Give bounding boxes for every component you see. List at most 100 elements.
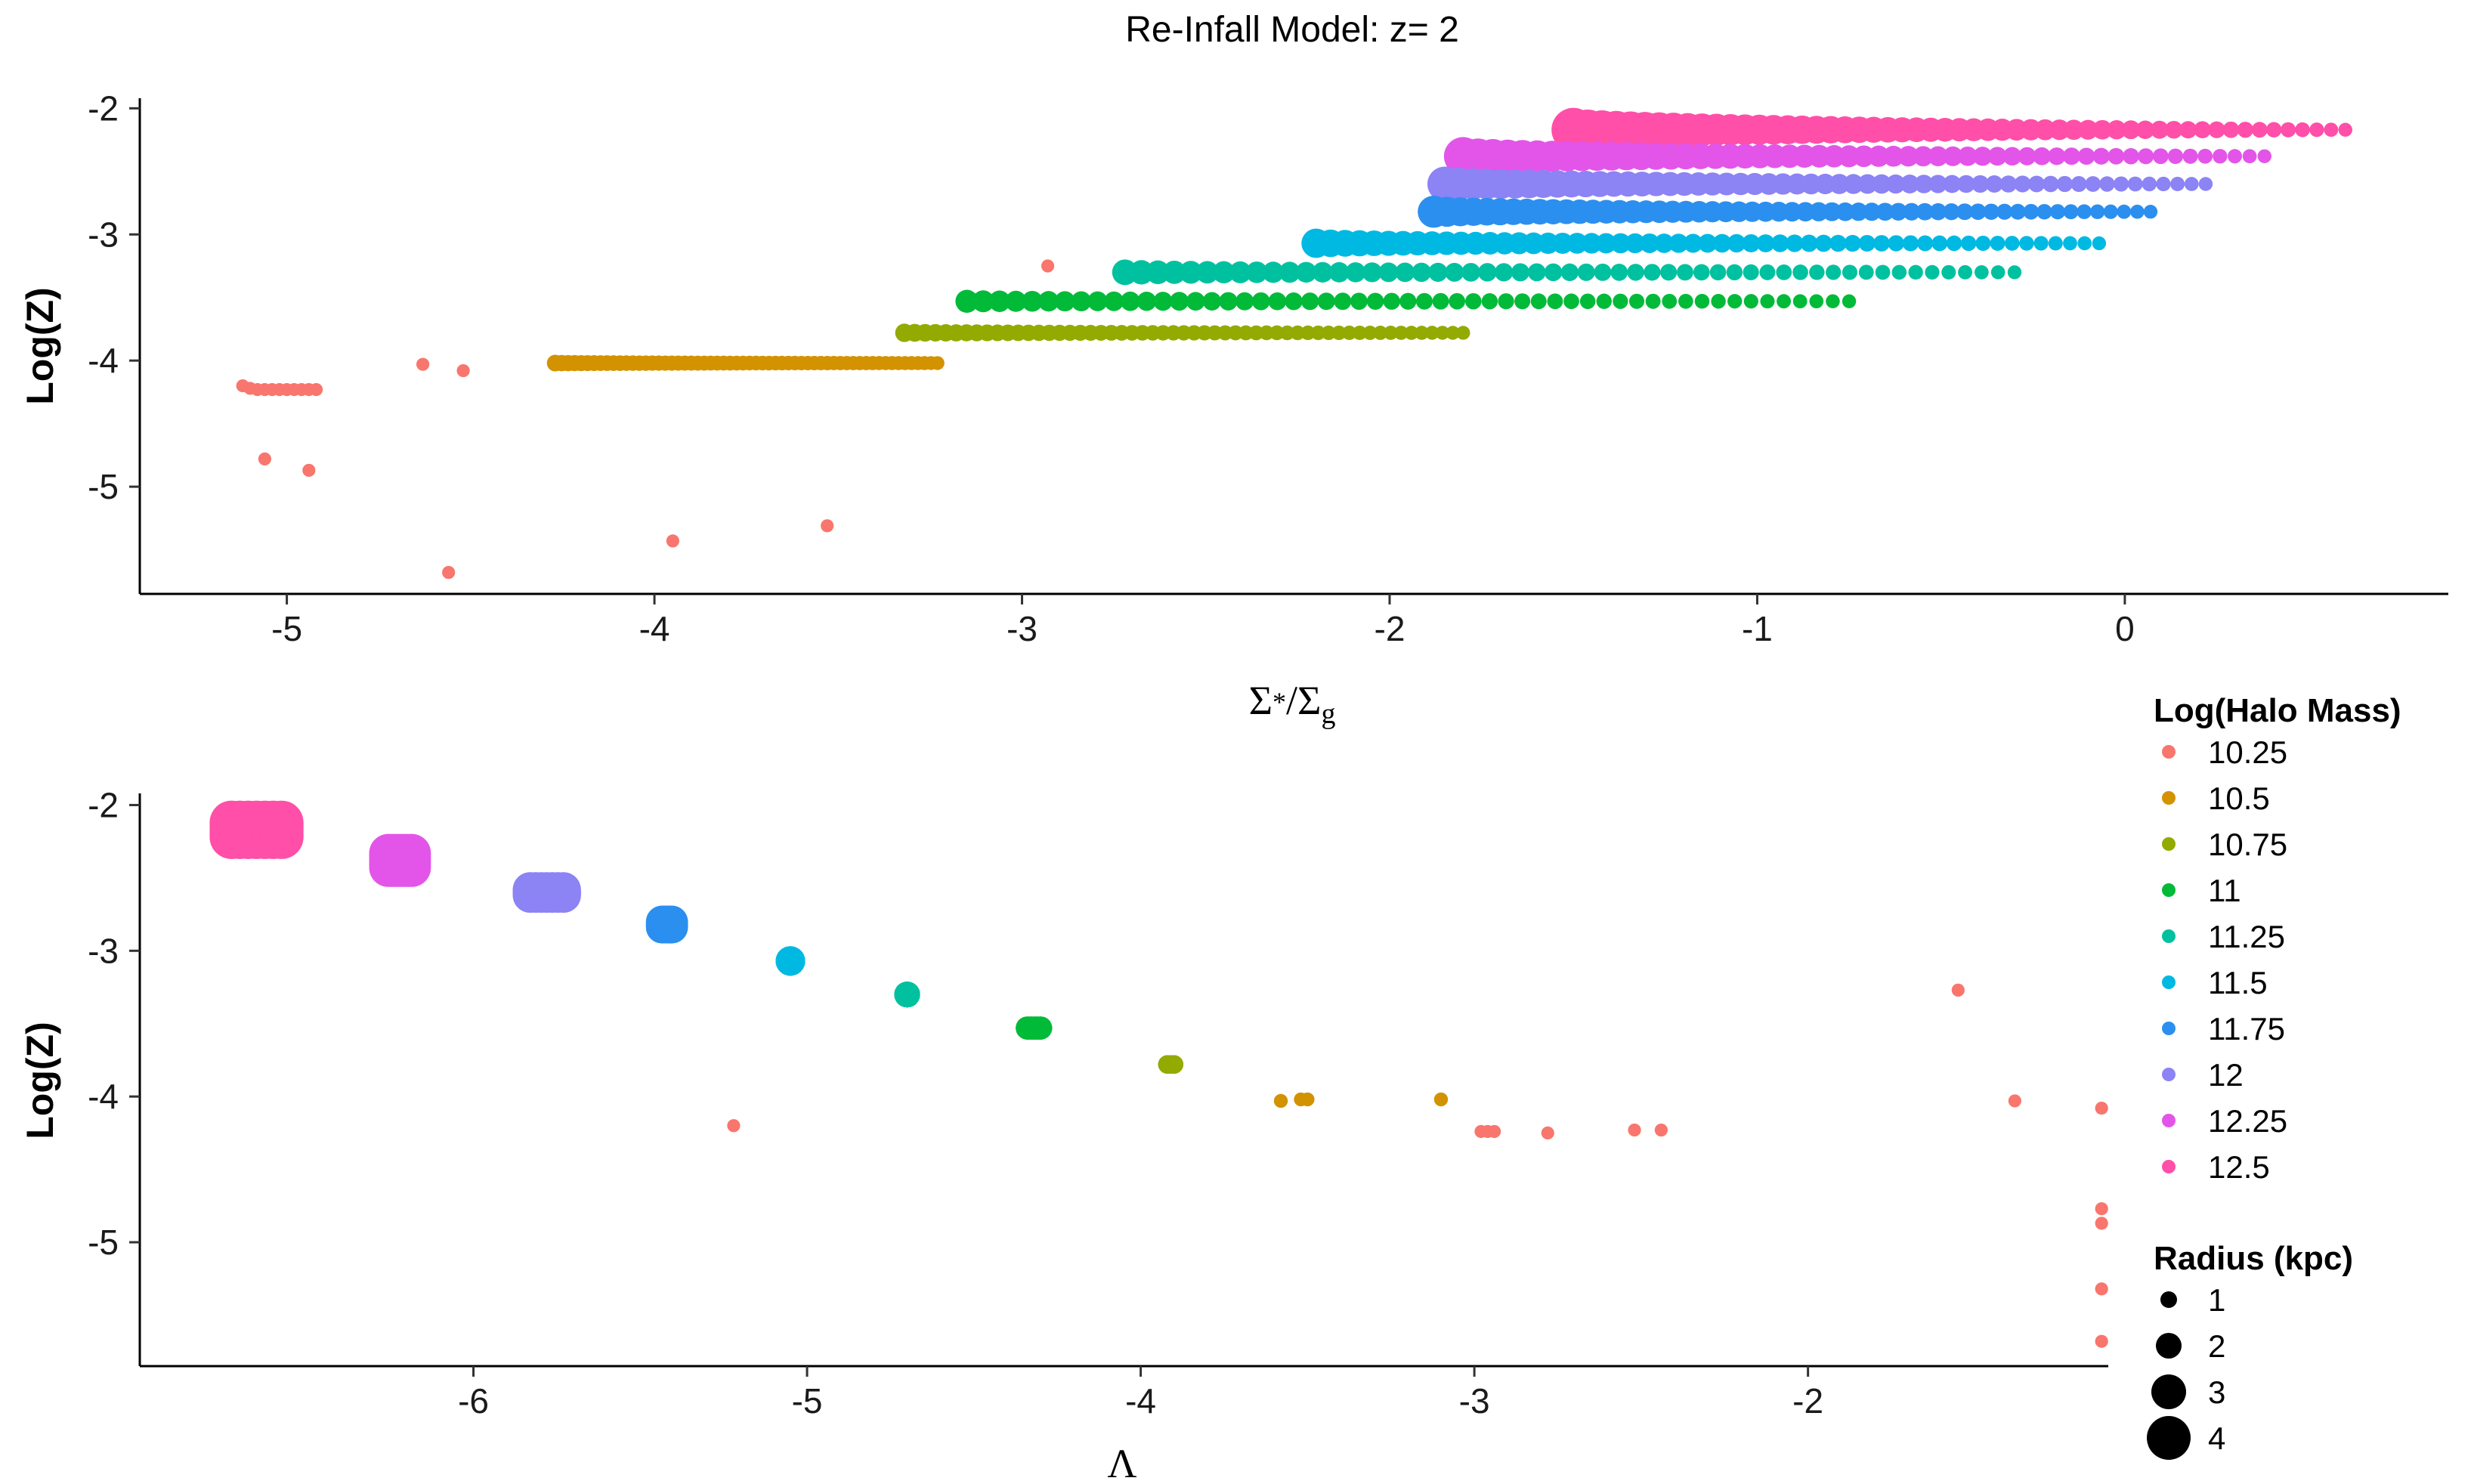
point <box>1328 261 1350 283</box>
point <box>1511 263 1529 282</box>
point <box>1876 203 1894 221</box>
point <box>2042 175 2059 193</box>
point <box>1972 147 1993 166</box>
point <box>2077 204 2092 220</box>
point <box>1914 175 1934 193</box>
point <box>1913 146 1934 167</box>
top-y-axis-title: Log(Z) <box>19 287 61 404</box>
point <box>1610 263 1628 281</box>
point <box>1285 292 1303 311</box>
point <box>1301 228 1331 258</box>
point <box>1844 234 1861 252</box>
scatter-10.5 <box>1273 1092 1449 1108</box>
legend-color-swatch <box>2162 1114 2176 1127</box>
point <box>1809 264 1825 280</box>
point <box>1514 293 1531 310</box>
point <box>1891 264 1907 280</box>
point <box>1551 107 1596 152</box>
point <box>1268 292 1287 311</box>
point <box>392 833 431 873</box>
point <box>2117 204 2132 219</box>
point <box>1902 235 1919 252</box>
point <box>1990 265 2005 280</box>
point <box>1863 203 1882 221</box>
legend-color-swatch <box>2162 1160 2176 1173</box>
point <box>1395 262 1415 283</box>
point <box>1290 325 1305 341</box>
legend-size-swatch <box>2156 1333 2182 1359</box>
point <box>1594 263 1612 281</box>
top-panel-points <box>236 107 2352 580</box>
top-x-tick-label: 0 <box>2115 609 2135 648</box>
point <box>1645 293 1661 309</box>
point <box>1814 234 1832 252</box>
point <box>1985 175 2003 193</box>
point <box>1610 233 1631 254</box>
point <box>1393 326 1409 340</box>
point <box>1931 235 1948 252</box>
chart-title: Re-Infall Model: z= 2 <box>1125 10 1459 50</box>
cluster-11.75 <box>645 905 688 944</box>
top-x-tick-label: -2 <box>1375 609 1406 648</box>
point <box>1903 203 1921 221</box>
point <box>1941 264 1956 280</box>
point <box>1654 233 1675 253</box>
point <box>2002 147 2022 166</box>
point <box>1900 175 1919 193</box>
point <box>1112 259 1138 286</box>
point <box>1822 202 1842 221</box>
cluster-11.5 <box>775 946 806 976</box>
point <box>2063 119 2084 141</box>
point <box>2138 148 2154 165</box>
point <box>1153 292 1173 311</box>
point <box>1445 262 1464 282</box>
point <box>2036 204 2052 220</box>
point <box>727 1119 741 1133</box>
point <box>1547 293 1563 310</box>
point <box>1760 294 1775 309</box>
point <box>1960 235 1977 252</box>
point <box>2165 120 2183 139</box>
legend-size-label: 3 <box>2208 1374 2225 1410</box>
point <box>2092 236 2107 251</box>
point <box>2033 236 2049 251</box>
legend-color-label: 11.75 <box>2208 1011 2285 1047</box>
point <box>1889 203 1907 221</box>
point <box>2338 122 2352 137</box>
series-11.5 <box>1301 228 2107 258</box>
point <box>2324 122 2339 138</box>
point <box>1800 234 1818 252</box>
point <box>1350 292 1368 311</box>
point <box>1038 291 1059 312</box>
point <box>1217 325 1233 341</box>
point <box>1897 146 1919 167</box>
point <box>1162 260 1186 284</box>
point <box>2213 149 2228 164</box>
top-y-tick-label: -2 <box>88 88 119 128</box>
point <box>2019 236 2034 251</box>
point <box>1415 292 1433 310</box>
point <box>1054 291 1075 312</box>
point <box>2095 1282 2108 1296</box>
series-11.25 <box>1112 259 2022 286</box>
legend-color-swatch <box>2162 1068 2176 1081</box>
point <box>2103 204 2118 219</box>
top-x-tick-label: -5 <box>271 609 302 648</box>
point <box>1957 175 1975 193</box>
point <box>1418 196 1450 228</box>
point <box>2152 148 2169 165</box>
point <box>1186 292 1205 311</box>
scatter-10.25 <box>727 983 2108 1348</box>
point <box>2265 122 2282 138</box>
legend-size-swatch <box>2151 1374 2186 1409</box>
point <box>1342 325 1357 341</box>
point <box>2070 175 2087 193</box>
point <box>1022 290 1043 312</box>
point <box>1943 146 1963 166</box>
point <box>1943 175 1962 193</box>
point <box>972 290 994 313</box>
point <box>1005 290 1027 312</box>
point <box>1829 234 1847 252</box>
point <box>2099 176 2115 192</box>
